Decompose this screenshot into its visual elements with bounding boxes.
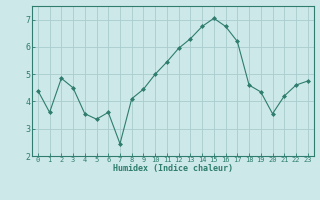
X-axis label: Humidex (Indice chaleur): Humidex (Indice chaleur) xyxy=(113,164,233,173)
